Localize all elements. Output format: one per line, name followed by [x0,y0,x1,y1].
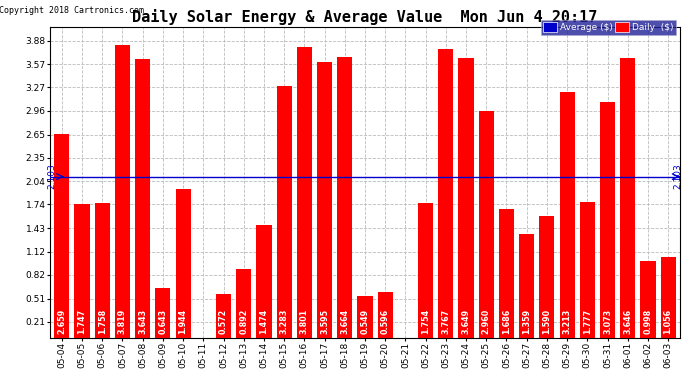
Text: 1.747: 1.747 [77,309,86,334]
Bar [620,58,635,338]
Text: 3.649: 3.649 [462,309,471,334]
Text: 3.767: 3.767 [442,309,451,334]
Text: 3.646: 3.646 [623,309,632,334]
Bar [115,45,130,338]
Text: 0.998: 0.998 [644,309,653,334]
Text: 3.664: 3.664 [340,309,349,334]
Bar [519,234,534,338]
Text: 0.596: 0.596 [381,309,390,334]
Text: 3.595: 3.595 [320,309,329,334]
Text: 1.754: 1.754 [421,309,430,334]
Text: 3.073: 3.073 [603,309,612,334]
Bar [337,57,353,338]
Text: 1.944: 1.944 [179,309,188,334]
Text: 2.103: 2.103 [673,164,682,189]
Text: 2.659: 2.659 [57,309,66,334]
Bar [458,58,473,338]
Bar [297,46,312,338]
Text: 1.359: 1.359 [522,309,531,334]
Bar [640,261,656,338]
Bar [135,58,150,338]
Text: 1.590: 1.590 [542,309,551,334]
Text: 0.892: 0.892 [239,308,248,334]
Text: 2.103: 2.103 [47,164,57,189]
Bar [438,49,453,338]
Bar [257,225,272,338]
Bar [499,209,514,338]
Bar [600,102,615,338]
Bar [75,204,90,338]
Bar [155,288,170,338]
Text: 3.643: 3.643 [138,309,147,334]
Text: 3.283: 3.283 [279,308,288,334]
Legend: Average ($), Daily  ($): Average ($), Daily ($) [541,20,676,35]
Bar [377,292,393,338]
Bar [55,134,70,338]
Bar [277,86,292,338]
Bar [357,296,373,338]
Text: 3.213: 3.213 [562,309,571,334]
Bar [540,216,555,338]
Bar [95,203,110,338]
Text: 0.572: 0.572 [219,309,228,334]
Text: 2.960: 2.960 [482,309,491,334]
Text: 0.549: 0.549 [360,309,370,334]
Text: 1.686: 1.686 [502,309,511,334]
Bar [560,92,575,338]
Bar [418,203,433,338]
Text: 1.758: 1.758 [98,309,107,334]
Bar [660,257,676,338]
Bar [175,189,190,338]
Title: Daily Solar Energy & Average Value  Mon Jun 4 20:17: Daily Solar Energy & Average Value Mon J… [132,9,598,25]
Bar [317,62,332,338]
Text: 0.643: 0.643 [159,309,168,334]
Text: Copyright 2018 Cartronics.com: Copyright 2018 Cartronics.com [0,6,144,15]
Bar [580,201,595,338]
Text: 3.801: 3.801 [300,309,309,334]
Text: 1.056: 1.056 [664,309,673,334]
Bar [216,294,231,338]
Text: 1.474: 1.474 [259,309,268,334]
Bar [236,269,251,338]
Bar [479,111,494,338]
Text: 1.777: 1.777 [583,309,592,334]
Text: 3.819: 3.819 [118,309,127,334]
